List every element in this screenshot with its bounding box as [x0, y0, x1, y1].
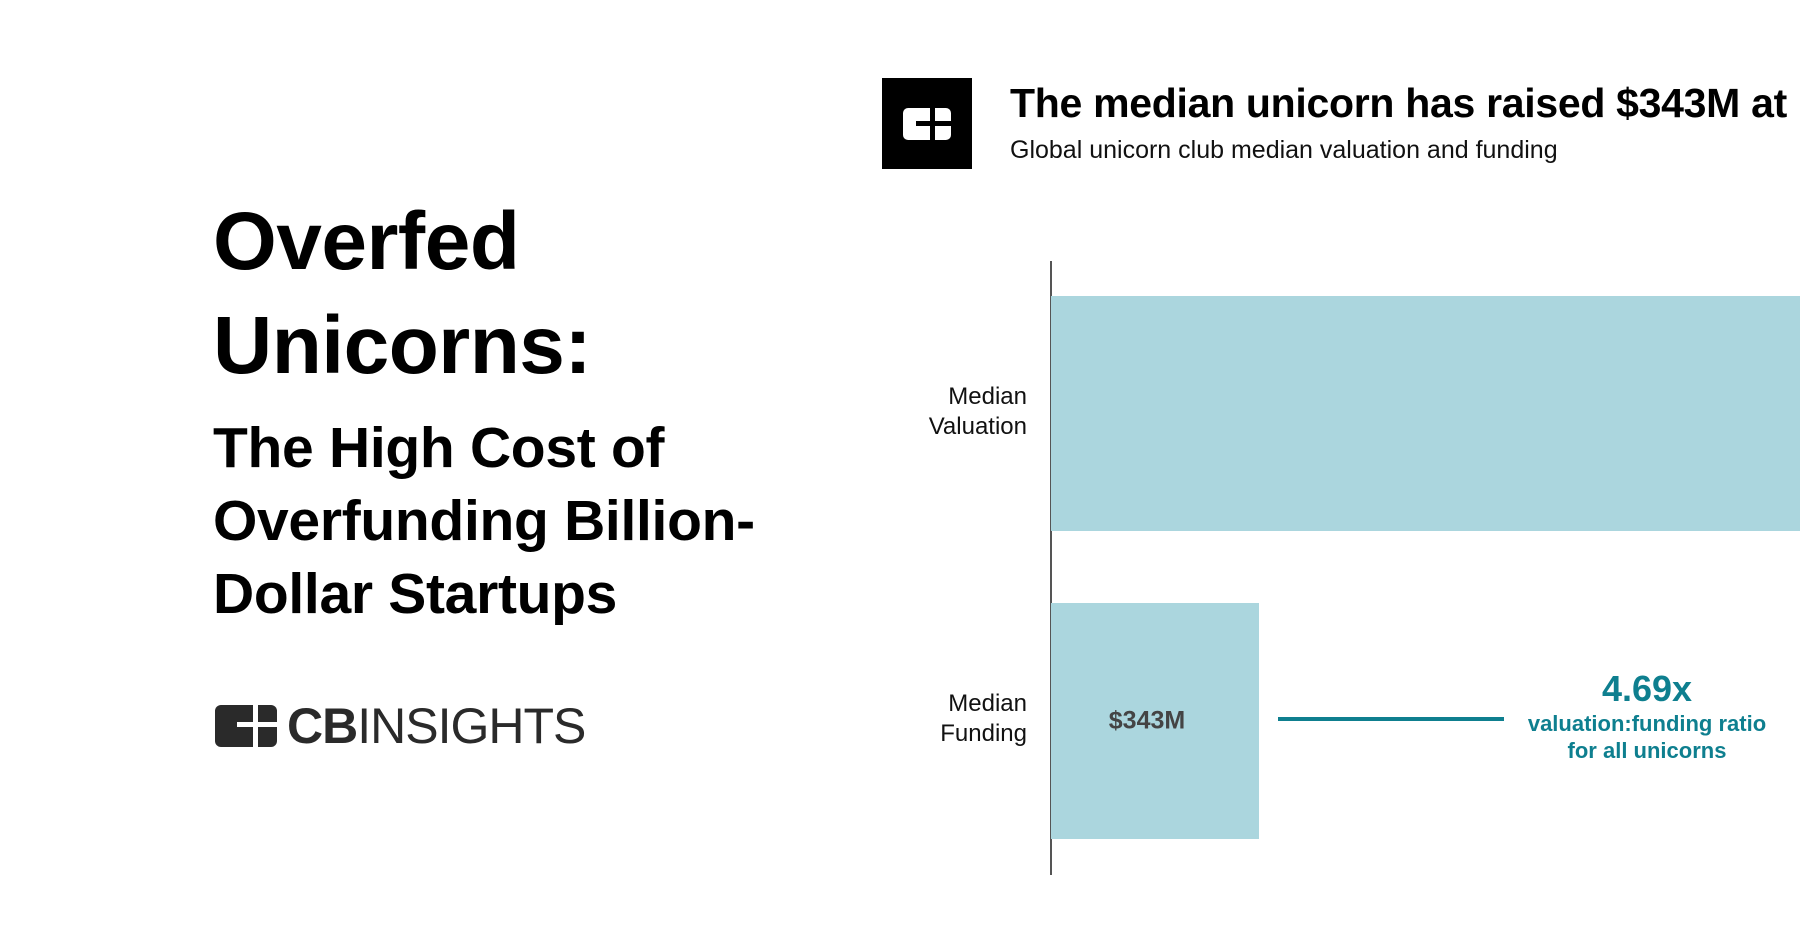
bar-median-valuation	[1051, 296, 1800, 531]
ratio-caption-line: valuation:funding ratio	[1527, 711, 1767, 736]
ratio-caption-line: for all unicorns	[1567, 738, 1727, 763]
bar-median-funding	[1051, 603, 1259, 839]
ratio-annotation: 4.69x valuation:funding ratio for all un…	[1528, 668, 1766, 764]
y-label-median-valuation: Median Valuation	[929, 382, 1027, 442]
hero-subtitle: The High Cost of Overfunding Billion- Do…	[213, 412, 755, 631]
logo-wordmark: CBINSIGHTS	[287, 698, 586, 754]
chart-logo	[882, 78, 972, 169]
y-label-median-funding: Median Funding	[940, 689, 1027, 749]
data-label-median-funding: $343M	[1108, 706, 1186, 735]
cb-insights-logo: CBINSIGHTS	[215, 698, 586, 754]
hero-subtitle-line: Dollar Startups	[213, 562, 618, 626]
hero-title-line: Overfed	[213, 196, 520, 287]
y-label-line: Median	[948, 690, 1027, 717]
cb-insights-logo-icon	[215, 705, 277, 747]
y-label-line: Funding	[940, 720, 1027, 747]
hero-subtitle-line: The High Cost of	[213, 416, 665, 480]
cb-logo-icon	[903, 108, 951, 140]
ratio-value: 4.69x	[1601, 668, 1693, 709]
hero-subtitle-line: Overfunding Billion-	[213, 489, 755, 553]
chart-title: The median unicorn has raised $343M at	[1010, 80, 1787, 126]
hero-title: Overfed Unicorns:	[213, 190, 592, 398]
chart-subtitle: Global unicorn club median valuation and…	[1010, 136, 1558, 164]
annotation-connector-line	[1278, 717, 1504, 721]
hero-title-line: Unicorns:	[213, 300, 592, 391]
y-axis-line	[1050, 261, 1052, 875]
y-label-line: Valuation	[928, 413, 1027, 440]
y-label-line: Median	[948, 383, 1027, 410]
